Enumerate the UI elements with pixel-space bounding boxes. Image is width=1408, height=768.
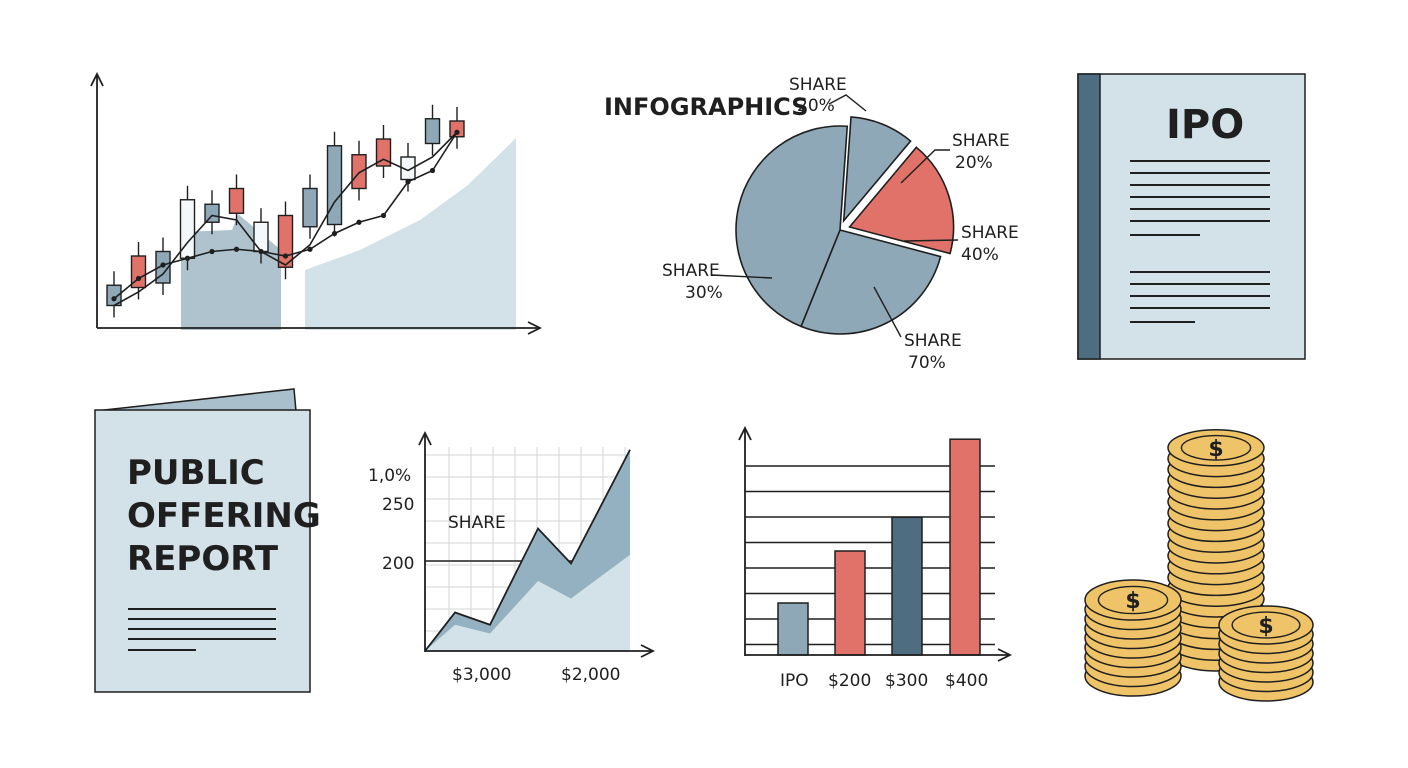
candle-body (253, 221, 269, 253)
candle-body (326, 145, 343, 226)
slice-label-share: SHARE (961, 223, 1019, 243)
bar (891, 516, 923, 656)
trend-point (429, 167, 436, 174)
trend-point (282, 253, 289, 259)
dollar-icon: $ (1208, 437, 1223, 462)
pie-slice (842, 116, 912, 224)
x-tick-label: $2,000 (561, 665, 620, 685)
bar-category-label: $200 (828, 671, 871, 691)
candle-body (375, 138, 392, 167)
bar-category-label: $300 (885, 671, 928, 691)
coin-stack: $ (1084, 579, 1182, 697)
trend-point (380, 212, 387, 219)
report-title-line: PUBLIC (127, 453, 265, 493)
ipo-document-text-lines (1130, 160, 1270, 323)
candlestick-chart (90, 71, 543, 335)
report-cover (94, 409, 311, 693)
leader-line (828, 94, 867, 112)
y-axis-arrow-icon (90, 71, 104, 87)
coin-stack: $ (1218, 605, 1314, 702)
pie-infographic: INFOGRAPHICS SHARE 20% SHARE 20% SHARE 4… (604, 75, 1019, 373)
slice-label-pct: 70% (908, 353, 946, 373)
bar (834, 550, 866, 656)
series-label: SHARE (448, 513, 506, 533)
infographic-title: INFOGRAPHICS (604, 93, 809, 121)
x-axis-arrow-icon (997, 648, 1013, 662)
dollar-icon: $ (1125, 589, 1140, 614)
pie-slices (735, 116, 955, 335)
coin-rim (1231, 611, 1301, 639)
leader-line (873, 286, 902, 338)
y-tick-label: 1,0% (368, 466, 411, 486)
slice-label-share: SHARE (789, 75, 847, 95)
public-offering-report: PUBLIC OFFERING REPORT (94, 388, 321, 693)
bar (949, 438, 981, 656)
area-series-lower (425, 554, 630, 651)
y-tick-label: 250 (382, 495, 414, 515)
pie-slice (848, 146, 955, 255)
y-tick-label: 200 (382, 554, 414, 574)
bar-chart: IPO $200 $300 $400 (738, 425, 1013, 691)
trend-point (356, 219, 362, 225)
dollar-icon: $ (1258, 614, 1273, 639)
trend-point (209, 248, 215, 255)
trend-point (405, 179, 411, 185)
area-chart: 1,0% 250 200 SHARE $3,000 $2,000 (368, 430, 656, 685)
y-axis-arrow-icon (738, 425, 752, 441)
ipo-document-title: IPO (1166, 102, 1244, 148)
pie-slice (799, 229, 942, 335)
trend-line-points (111, 129, 460, 302)
candle-body (302, 187, 318, 228)
trend-point (307, 246, 313, 252)
report-text-lines (128, 608, 276, 651)
candle-body (130, 255, 147, 289)
candle-body (277, 214, 294, 268)
slice-label-pct: 30% (685, 283, 723, 303)
ipo-document-spine (1077, 73, 1101, 360)
ipo-document-page (1077, 73, 1306, 360)
candle-body (204, 203, 220, 223)
slice-label-share: SHARE (952, 131, 1010, 151)
moving-average-line (113, 131, 458, 307)
bar-category-label: IPO (780, 671, 809, 691)
bar-marks (777, 438, 981, 656)
x-axis-arrow-icon (640, 644, 656, 658)
x-tick-label: $3,000 (452, 665, 511, 685)
bar-category-label: $400 (945, 671, 988, 691)
candle-body (228, 187, 245, 214)
slice-label-pct: 40% (961, 245, 999, 265)
slice-label-share: SHARE (904, 331, 962, 351)
bar (777, 602, 809, 656)
slice-label-share: SHARE (662, 261, 720, 281)
coin-rim (1097, 585, 1169, 615)
candle-body (424, 118, 441, 145)
y-axis-arrow-icon (418, 430, 432, 446)
report-title-line: REPORT (127, 539, 279, 579)
trend-point (160, 262, 166, 268)
trend-point (233, 246, 240, 252)
report-title-line: OFFERING (127, 496, 321, 536)
trend-point (135, 275, 142, 282)
report-cover-fold (94, 388, 297, 412)
trend-point (331, 230, 338, 237)
candle-body (449, 120, 465, 138)
pie-slice (735, 125, 849, 328)
candle-body (351, 154, 367, 190)
area-series-line (424, 449, 631, 652)
x-axis-arrow-icon (527, 321, 543, 335)
ipo-document: IPO (1077, 73, 1306, 360)
coin-rim (1180, 434, 1252, 461)
slice-label-pct: 20% (955, 153, 993, 173)
slice-label-pct: 20% (797, 96, 835, 116)
trend-point (111, 296, 117, 302)
leader-line (900, 149, 950, 184)
coin-stacks: $ $ $ (1084, 429, 1314, 702)
chart-area-right (305, 138, 516, 330)
leader-line (903, 239, 959, 242)
trend-point (184, 255, 191, 261)
leader-line (711, 274, 773, 279)
